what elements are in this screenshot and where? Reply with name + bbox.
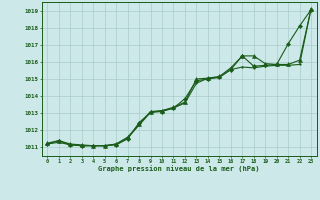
X-axis label: Graphe pression niveau de la mer (hPa): Graphe pression niveau de la mer (hPa) <box>99 165 260 172</box>
